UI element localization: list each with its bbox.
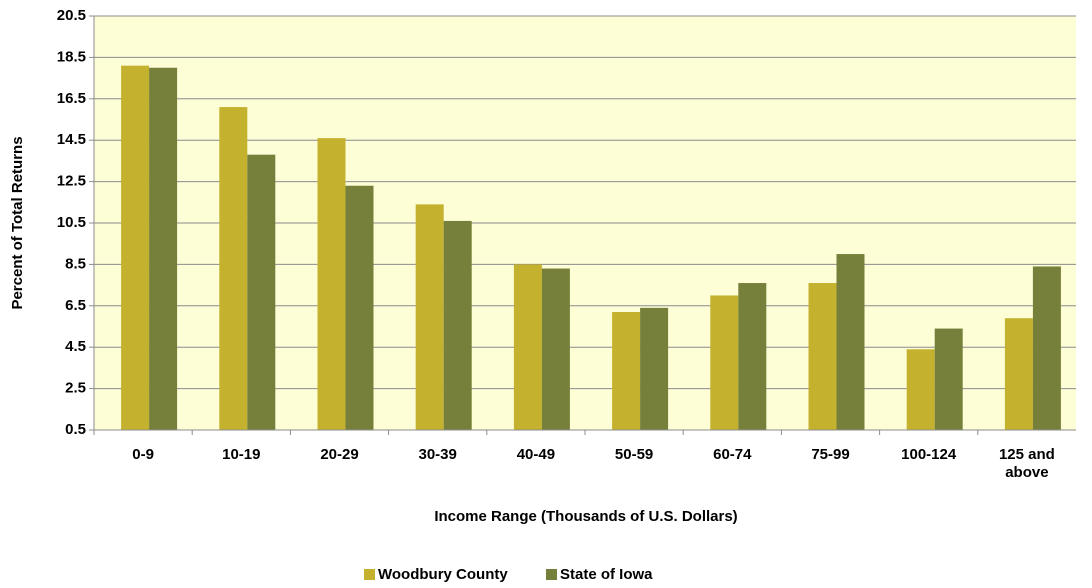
x-tick-label: 10-19 (222, 446, 261, 463)
y-tick-label: 2.5 (65, 380, 86, 397)
x-axis-title: Income Range (Thousands of U.S. Dollars) (434, 508, 737, 525)
bar (345, 185, 374, 430)
bar (808, 283, 837, 430)
y-tick-label: 18.5 (57, 48, 86, 65)
bar (247, 154, 276, 430)
bar (121, 65, 150, 431)
bar (738, 283, 767, 430)
bar (836, 254, 865, 430)
legend-item: Woodbury County (364, 566, 508, 583)
y-tick-label: 4.5 (65, 338, 86, 355)
y-tick-label: 8.5 (65, 255, 86, 272)
bar (906, 349, 935, 430)
bar (415, 204, 444, 430)
x-tick-label: 50-59 (614, 446, 654, 463)
x-tick-label: 20-29 (320, 446, 359, 463)
legend-swatch (364, 569, 375, 580)
y-tick-label: 20.5 (57, 7, 86, 24)
y-tick-label: 0.5 (65, 421, 86, 438)
bar (541, 268, 570, 430)
y-tick-label: 14.5 (57, 131, 86, 148)
x-tick-label: 100-124 (901, 446, 957, 463)
legend-label: Woodbury County (378, 566, 508, 583)
y-tick-label: 16.5 (57, 90, 86, 107)
legend-swatch (546, 569, 557, 580)
y-tick-label: 6.5 (65, 297, 86, 314)
bar (640, 307, 669, 430)
y-tick-label: 10.5 (57, 214, 86, 231)
bar (219, 107, 248, 430)
x-tick-label: 0-9 (132, 446, 154, 463)
bar (710, 295, 739, 430)
bar (149, 67, 178, 430)
bar (513, 264, 542, 430)
bar (317, 138, 346, 430)
x-tick-label: 125 and above (998, 446, 1055, 481)
x-tick-label: 30-39 (418, 446, 457, 463)
x-tick-label: 40-49 (516, 446, 556, 463)
bar (1004, 318, 1033, 430)
legend-item: State of Iowa (546, 566, 653, 583)
x-tick-label: 75-99 (811, 446, 850, 463)
bar (1032, 266, 1061, 430)
y-axis-title: Percent of Total Returns (9, 136, 26, 309)
bar (934, 328, 963, 430)
y-tick-label: 12.5 (57, 173, 86, 190)
bar (443, 220, 472, 430)
legend-label: State of Iowa (560, 566, 653, 583)
x-tick-label: 60-74 (713, 446, 752, 463)
bar (612, 312, 641, 430)
